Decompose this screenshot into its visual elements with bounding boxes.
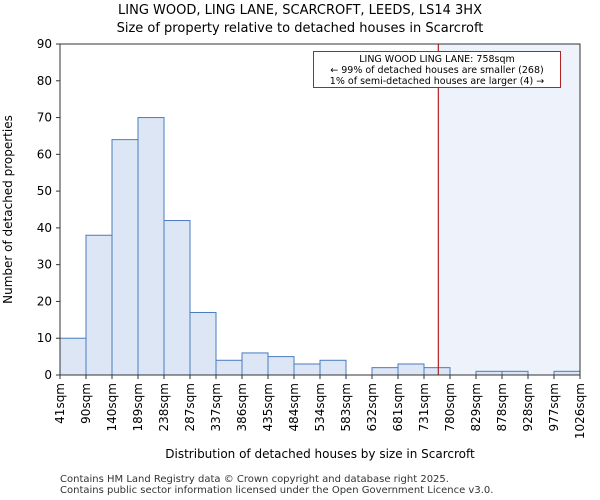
y-tick-label: 20 [37, 294, 52, 308]
x-tick-label: 878sqm [495, 383, 509, 431]
bar [59, 337, 87, 376]
bar [163, 220, 191, 376]
bar [423, 367, 451, 376]
x-tick-label: 632sqm [365, 383, 379, 431]
x-tick-label: 1026sqm [573, 383, 587, 439]
x-tick-label: 287sqm [183, 383, 197, 431]
highlight-region [438, 44, 580, 375]
bar [293, 363, 321, 376]
y-tick-label: 90 [37, 37, 52, 51]
annotation-line1: LING WOOD LING LANE: 758sqm [359, 54, 515, 65]
bar [371, 367, 399, 376]
x-tick-label: 928sqm [521, 383, 535, 431]
bar [85, 234, 113, 376]
x-tick-label: 977sqm [547, 383, 561, 431]
y-tick-label: 60 [37, 147, 52, 161]
y-tick-label: 80 [37, 74, 52, 88]
x-tick-label: 780sqm [443, 383, 457, 431]
y-tick-label: 30 [37, 258, 52, 272]
x-tick-label: 140sqm [105, 383, 119, 431]
bar [111, 139, 139, 376]
x-tick-label: 681sqm [391, 383, 405, 431]
footer-licence: Contains public sector information licen… [60, 485, 494, 496]
y-tick-label: 70 [37, 111, 52, 125]
bar [319, 359, 347, 376]
bar [215, 359, 243, 376]
bar [189, 311, 217, 376]
y-tick-label: 40 [37, 221, 52, 235]
x-tick-label: 189sqm [131, 383, 145, 431]
bar [553, 370, 581, 376]
footer-copyright: Contains HM Land Registry data © Crown c… [60, 474, 449, 485]
x-tick-label: 90sqm [79, 383, 93, 424]
y-tick-label: 50 [37, 184, 52, 198]
bar [241, 352, 269, 376]
marker-annotation-box: LING WOOD LING LANE: 758sqm ← 99% of det… [313, 51, 561, 88]
annotation-line3: 1% of semi-detached houses are larger (4… [329, 76, 545, 87]
y-tick-label: 0 [44, 368, 52, 382]
x-tick-label: 41sqm [53, 383, 67, 424]
bar [267, 356, 295, 376]
annotation-line2: ← 99% of detached houses are smaller (26… [330, 65, 544, 76]
bar [137, 117, 165, 376]
bar [501, 370, 529, 376]
x-tick-label: 583sqm [339, 383, 353, 431]
x-tick-label: 435sqm [261, 383, 275, 431]
x-tick-label: 238sqm [157, 383, 171, 431]
y-tick-label: 10 [37, 331, 52, 345]
chart-title-line1: LING WOOD, LING LANE, SCARCROFT, LEEDS, … [118, 3, 482, 18]
x-tick-label: 829sqm [469, 383, 483, 431]
x-tick-label: 337sqm [209, 383, 223, 431]
y-axis-label: Number of detached properties [1, 115, 15, 304]
x-tick-label: 386sqm [235, 383, 249, 431]
x-tick-label: 534sqm [313, 383, 327, 431]
x-tick-label: 484sqm [287, 383, 301, 431]
x-tick-label: 731sqm [417, 383, 431, 431]
bar [475, 370, 503, 376]
x-axis-label: Distribution of detached houses by size … [165, 447, 475, 461]
chart-title-line2: Size of property relative to detached ho… [116, 21, 484, 36]
bar [397, 363, 425, 376]
